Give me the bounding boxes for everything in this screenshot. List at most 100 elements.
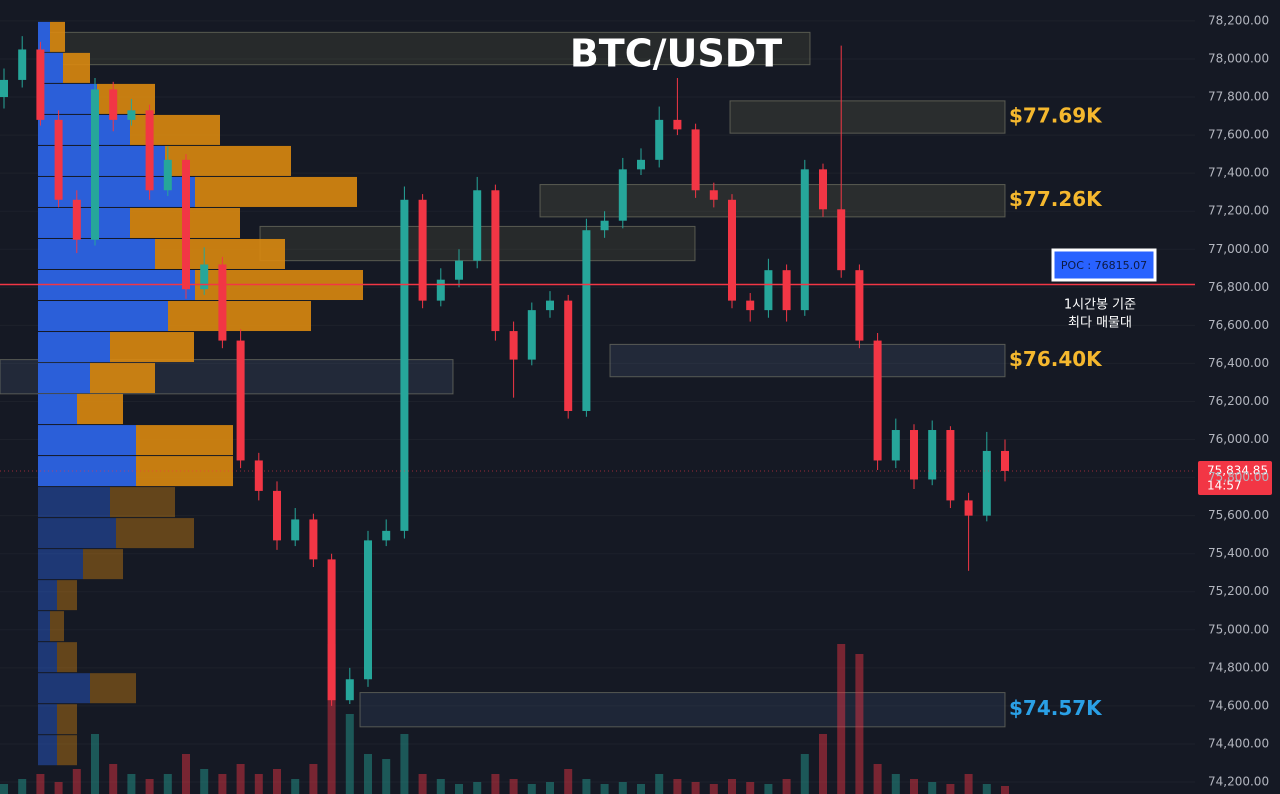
candle-body	[309, 519, 318, 560]
profile-buy	[38, 425, 136, 456]
y-tick-label: 76,600.00	[1208, 318, 1269, 332]
candle-body	[800, 169, 809, 311]
volume-bar	[145, 779, 154, 794]
profile-sell	[50, 611, 64, 642]
volume-bar	[291, 779, 300, 794]
y-tick-label: 74,600.00	[1208, 698, 1269, 712]
volume-bar	[946, 784, 955, 794]
candle-body	[910, 430, 918, 480]
volume-bar	[163, 774, 172, 794]
profile-sell	[195, 176, 357, 207]
candle-body	[855, 270, 864, 341]
note: 최다 매물대	[1068, 316, 1132, 331]
profile-buy	[38, 735, 57, 766]
profile-buy	[38, 394, 77, 425]
candle-body	[982, 450, 991, 516]
profile-buy	[38, 704, 57, 735]
volume-bar	[18, 779, 27, 794]
volume-bar	[436, 779, 445, 794]
candle-body	[382, 530, 391, 541]
candle-body	[782, 270, 791, 311]
candle-body	[418, 199, 427, 301]
volume-bar	[728, 779, 736, 794]
profile-sell	[168, 301, 311, 332]
candle-body	[946, 430, 955, 501]
volume-bar	[982, 784, 991, 794]
volume-bar	[200, 769, 209, 794]
poc-box	[1051, 248, 1157, 282]
zone	[539, 184, 1006, 218]
volume-bar	[54, 782, 63, 794]
candle-body	[182, 159, 190, 290]
y-tick-label: 75,600.00	[1208, 508, 1269, 522]
profile-buy	[38, 487, 110, 518]
volume-bar	[691, 782, 700, 794]
candle-body	[436, 279, 445, 301]
zones	[0, 31, 1006, 728]
note: 1시간봉 기준	[1064, 298, 1136, 313]
profile-buy	[38, 207, 130, 238]
zone	[729, 100, 1006, 134]
candle-body	[655, 119, 664, 160]
candle-body	[327, 559, 336, 701]
volume-bar	[473, 782, 482, 794]
candle-body	[145, 110, 154, 191]
profile-buy	[38, 83, 97, 114]
volume-bar	[382, 759, 391, 794]
volume-bar	[254, 774, 263, 794]
y-tick-label: 78,200.00	[1208, 13, 1269, 27]
candle-body	[36, 49, 45, 120]
candle-body	[236, 340, 245, 461]
candle-body	[0, 79, 8, 98]
volume-bar	[218, 774, 227, 794]
volume-bar	[800, 754, 809, 794]
candle-body	[400, 199, 409, 531]
profile-buy	[38, 363, 90, 394]
volume-bar	[837, 644, 846, 794]
volume-bar	[127, 774, 136, 794]
volume-bar	[400, 734, 409, 794]
y-tick-label: 76,400.00	[1208, 356, 1269, 370]
profile-sell	[57, 580, 77, 611]
volume-bar	[564, 769, 573, 794]
volume-bar	[746, 782, 755, 794]
volume-bar	[36, 774, 45, 794]
volume-bar	[182, 754, 190, 794]
y-tick-label: 77,000.00	[1208, 242, 1269, 256]
candle-body	[618, 169, 627, 221]
y-tick-label: 77,800.00	[1208, 90, 1269, 104]
profile-buy	[38, 332, 110, 363]
y-tick-label: 78,000.00	[1208, 51, 1269, 65]
volume-bar	[1001, 786, 1009, 794]
volume-bar	[236, 764, 245, 794]
zone-label: $74.57K	[1009, 696, 1103, 720]
candle-body	[709, 190, 718, 200]
candle-body	[364, 540, 372, 680]
y-tick-label: 77,400.00	[1208, 166, 1269, 180]
zone-label: $77.26K	[1009, 187, 1103, 211]
chart-title: BTC/USDT	[570, 32, 782, 76]
profile-buy	[38, 456, 136, 487]
volume-bar	[600, 784, 609, 794]
volume-bar	[309, 764, 318, 794]
profile-sell	[90, 363, 155, 394]
candle-body	[764, 270, 773, 311]
volume-bar	[91, 734, 99, 794]
y-tick-label: 77,200.00	[1208, 204, 1269, 218]
volume-bar	[418, 774, 427, 794]
profile-buy	[38, 238, 155, 269]
volume-profile	[38, 21, 363, 766]
candle-body	[163, 159, 172, 191]
volume-bar	[673, 779, 682, 794]
volume-bar	[582, 779, 591, 794]
profile-buy	[38, 301, 168, 332]
volume-bar	[910, 779, 918, 794]
candle-body	[1001, 450, 1009, 471]
candle-body	[564, 300, 573, 411]
candle-body	[72, 199, 81, 240]
candle-body	[637, 159, 645, 170]
y-tick-label: 75,200.00	[1208, 584, 1269, 598]
profile-buy	[38, 642, 57, 673]
profile-buy	[38, 673, 90, 704]
candle-body	[582, 230, 591, 411]
